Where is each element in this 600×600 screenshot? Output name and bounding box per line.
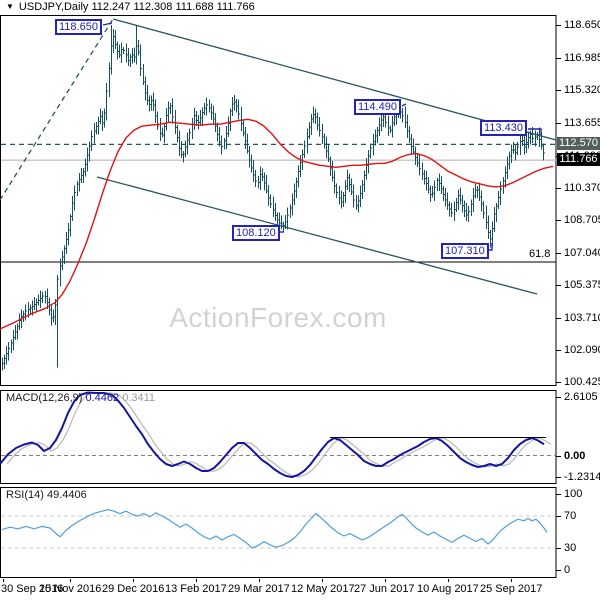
date-tick xyxy=(448,579,449,582)
macd-tick-label: 2.6105 xyxy=(564,391,598,403)
price-tick xyxy=(556,253,561,254)
price-tick xyxy=(556,220,561,221)
rsi-indicator-label: RSI(14) 49.4406 xyxy=(6,489,87,501)
price-tick xyxy=(556,285,561,286)
symbol-header: ▼ USDJPY,Daily 112.247 112.308 111.688 11… xyxy=(6,1,255,14)
macd-tick xyxy=(556,477,561,478)
rsi-tick xyxy=(556,570,561,571)
rsi-tick-label: 70 xyxy=(564,510,577,522)
price-tick xyxy=(556,25,561,26)
price-tick xyxy=(556,350,561,351)
watermark: ActionForex.com xyxy=(169,302,387,333)
rsi-tick xyxy=(556,494,561,495)
date-label: 10 Aug 2017 xyxy=(417,583,479,595)
fib-61-8-label: 61.8 xyxy=(529,248,551,260)
price-tick xyxy=(556,318,561,319)
date-label: 29 Dec 2016 xyxy=(102,583,165,595)
price-tick-label: 103.710 xyxy=(564,312,600,324)
date-label: 25 Sep 2017 xyxy=(480,583,543,595)
rsi-tick xyxy=(556,516,561,517)
price-label-107.310: 107.310 xyxy=(441,243,489,259)
price-tick-label: 105.375 xyxy=(564,279,600,291)
macd-line xyxy=(0,391,545,478)
macd-panel-chart[interactable] xyxy=(0,390,557,484)
price-label-114.490: 114.490 xyxy=(354,99,401,115)
price-label-118.650: 118.650 xyxy=(55,19,102,35)
date-label: 29 Mar 2017 xyxy=(228,583,290,595)
current-price-tag: 111.766 xyxy=(557,153,600,166)
date-tick xyxy=(385,579,386,582)
date-tick xyxy=(133,579,134,582)
price-label-108.120: 108.120 xyxy=(232,225,280,241)
macd-tick-label: -1.2314 xyxy=(564,471,600,483)
rsi-panel-chart[interactable] xyxy=(0,487,557,578)
symbol-dropdown-icon[interactable]: ▼ xyxy=(6,2,14,11)
ohlc-bars xyxy=(2,25,544,371)
macd-tick xyxy=(556,456,561,457)
macd-tick xyxy=(556,397,561,398)
price-tick-label: 115.320 xyxy=(564,84,600,96)
symbol-ohlc-line: USDJPY,Daily 112.247 112.308 111.688 111… xyxy=(18,1,255,13)
date-label: 13 Feb 2017 xyxy=(165,583,227,595)
price-tick xyxy=(556,90,561,91)
callout-connector-1 xyxy=(401,103,407,107)
date-label: 12 May 2017 xyxy=(291,583,355,595)
price-tick xyxy=(556,188,561,189)
price-label-113.430: 113.430 xyxy=(480,120,527,136)
rsi-tick-label: 30 xyxy=(564,542,577,554)
main-price-chart[interactable] xyxy=(0,15,557,386)
trendline-1 xyxy=(112,18,557,141)
date-tick xyxy=(511,579,512,582)
price-tick xyxy=(556,382,561,383)
price-tick-label: 108.705 xyxy=(564,214,600,226)
resistance-price-tag: 112.570 xyxy=(557,137,600,150)
date-label: 27 Jun 2017 xyxy=(354,583,415,595)
price-tick xyxy=(556,123,561,124)
date-label: 15 Nov 2016 xyxy=(39,583,102,595)
price-tick-label: 107.040 xyxy=(564,247,600,259)
rsi-value: 49.4406 xyxy=(46,489,87,501)
callout-connector-0 xyxy=(102,22,113,26)
date-tick xyxy=(259,579,260,582)
price-tick xyxy=(556,58,561,59)
price-tick-label: 116.985 xyxy=(564,52,600,64)
price-tick-label: 102.090 xyxy=(564,344,600,356)
trendline-0 xyxy=(0,18,114,201)
date-tick xyxy=(70,579,71,582)
macd-indicator-label: MACD(12,26,9) 0.4462 0.3411 xyxy=(6,392,156,404)
rsi-tick-label: 100 xyxy=(564,488,583,500)
trendline-2 xyxy=(96,176,538,295)
moving-average-line xyxy=(0,118,554,330)
callout-connector-4 xyxy=(489,243,493,251)
rsi-tick xyxy=(556,548,561,549)
date-tick xyxy=(196,579,197,582)
macd-signal-line xyxy=(6,391,552,478)
macd-tick-label: 0.00 xyxy=(564,450,586,462)
rsi-tick-label: 0 xyxy=(564,564,571,576)
macd-signal-value: 0.3411 xyxy=(122,392,156,404)
price-tick-label: 100.425 xyxy=(564,376,600,388)
price-tick-label: 118.650 xyxy=(564,19,600,31)
price-tick-label: 113.655 xyxy=(564,117,600,129)
price-tick-label: 110.370 xyxy=(564,182,600,194)
date-tick xyxy=(322,579,323,582)
rsi-line xyxy=(1,509,548,549)
close-ticks xyxy=(2,36,545,364)
macd-value: 0.4462 xyxy=(85,392,120,404)
callout-connector-2 xyxy=(528,128,542,135)
date-label: 30 Sep 2016 xyxy=(1,583,64,595)
date-tick xyxy=(3,579,4,582)
